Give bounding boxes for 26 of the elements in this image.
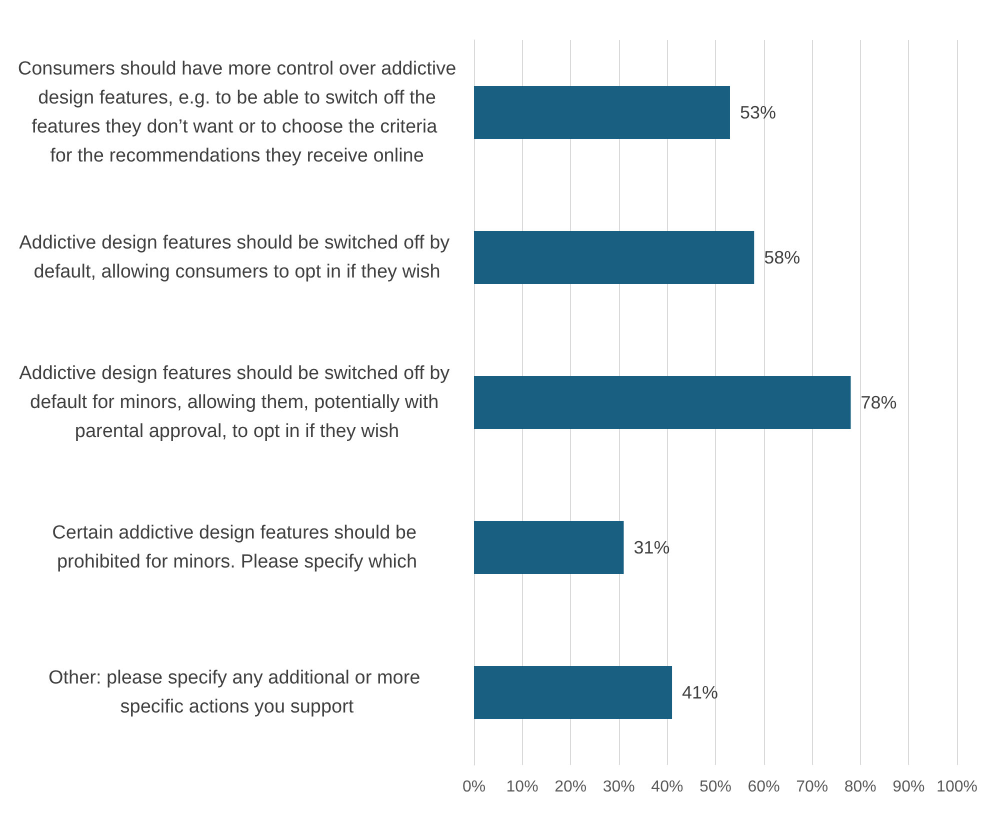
x-tick-label: 70%: [796, 778, 828, 796]
bar: [474, 521, 624, 574]
y-tick-label: Consumers should have more control over addictive design features, e.g. to be able to switch off the features they don’t want or to choose the criteria for the recommendations they receive online: [18, 58, 456, 166]
data-label: 31%: [634, 538, 670, 558]
y-tick-label: Certain addictive design features should be prohibited for minors. Please specify which: [52, 522, 422, 572]
y-tick-label: Addictive design features should be switched off by default for minors, allowing them, potentially with parental approval, to opt in if they wish: [19, 363, 455, 442]
bar: [474, 376, 851, 429]
x-tick-label: 30%: [602, 778, 635, 796]
y-tick-label: Addictive design features should be switched off by default, allowing consumers to opt in if they wish: [19, 232, 455, 282]
x-tick-label: 50%: [699, 778, 732, 796]
x-tick-label: 80%: [844, 778, 876, 796]
bar: [474, 666, 672, 719]
x-tick-label: 40%: [651, 778, 684, 796]
data-label: 53%: [740, 102, 776, 122]
bar: [474, 86, 730, 139]
x-tick-label: 60%: [748, 778, 780, 796]
data-label: 41%: [682, 682, 718, 702]
x-tick-label: 90%: [892, 778, 925, 796]
bar: [474, 231, 754, 284]
y-tick-label: Other: please specify any additional or more specific actions you support: [48, 668, 426, 718]
x-tick-label: 100%: [936, 778, 978, 796]
x-tick-label: 20%: [554, 778, 587, 796]
x-tick-label: 0%: [462, 778, 486, 796]
data-label: 58%: [764, 248, 800, 268]
data-label: 78%: [860, 392, 897, 412]
x-tick-label: 10%: [506, 778, 538, 796]
